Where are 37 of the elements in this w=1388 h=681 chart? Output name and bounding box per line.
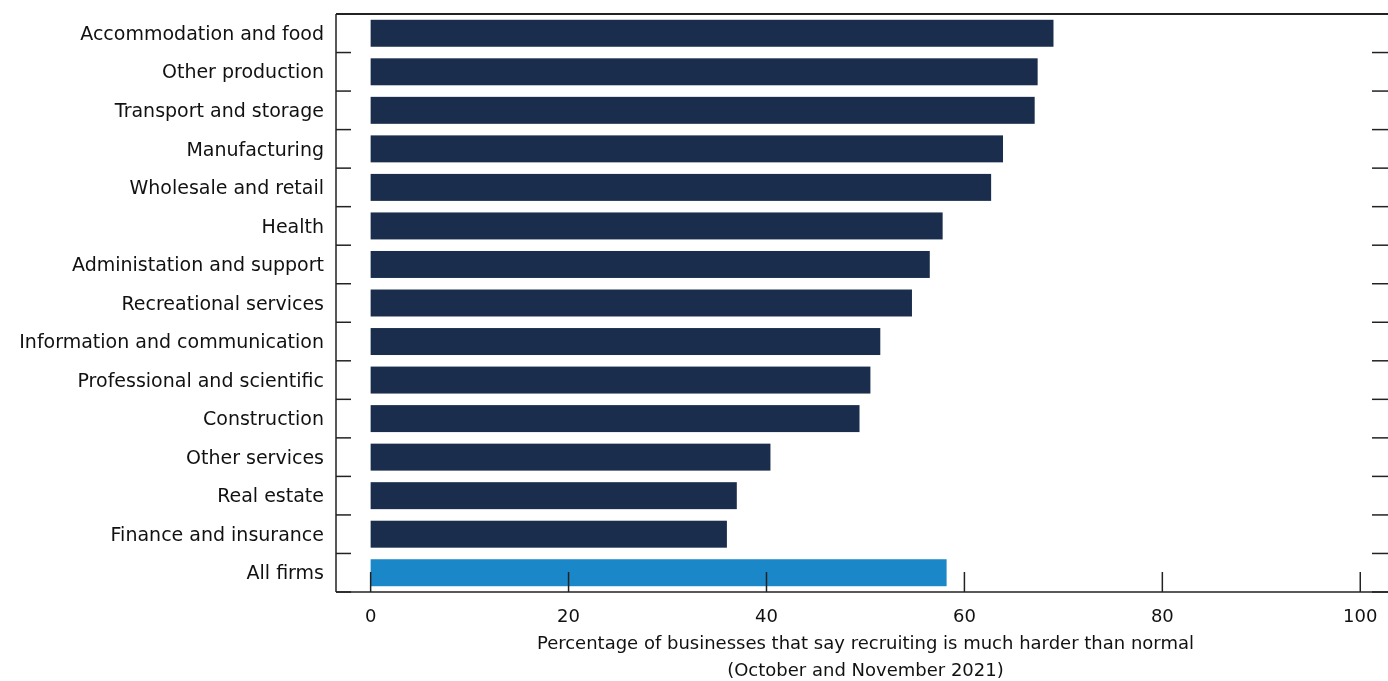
y-tick-label: Real estate (217, 484, 324, 507)
bar (370, 482, 737, 510)
y-tick-label: Construction (203, 407, 324, 430)
x-tick-label: 60 (952, 605, 976, 626)
x-axis-title: Percentage of businesses that say recruiting is much harder than normal (October and November 2021) (536, 632, 1194, 680)
bar (370, 328, 881, 356)
y-tick-label: Health (261, 214, 324, 237)
bar (370, 520, 727, 548)
y-tick-label: Information and communication (19, 330, 324, 353)
x-tick-label: 80 (1150, 605, 1174, 626)
bar (370, 289, 912, 317)
y-tick-label: Administation and support (72, 253, 324, 276)
bar (370, 250, 930, 278)
y-tick-label: Wholesale and retail (129, 176, 324, 199)
bar (370, 366, 871, 394)
x-tick-label: 0 (364, 605, 377, 626)
y-tick-label: Transport and storage (113, 98, 324, 121)
bar (370, 405, 860, 433)
bar (370, 559, 947, 587)
y-tick-label: Finance and insurance (110, 522, 324, 545)
bar (370, 443, 771, 471)
x-tick-label: 20 (557, 605, 581, 626)
y-tick-label: Professional and scientific (77, 368, 324, 391)
bar (370, 96, 1035, 124)
bar (370, 135, 1004, 163)
y-tick-label: Manufacturing (186, 137, 324, 160)
y-tick-label: Accommodation and food (80, 21, 324, 44)
bar (370, 173, 992, 201)
y-tick-label: Recreational services (121, 291, 324, 314)
bar (370, 212, 943, 240)
bar (370, 58, 1038, 86)
x-tick-label: 40 (755, 605, 778, 626)
x-tick-label: 100 (1343, 605, 1378, 626)
y-tick-label: Other services (186, 445, 324, 468)
bar (370, 19, 1054, 47)
y-tick-label: Other production (161, 60, 324, 83)
y-tick-label: All firms (246, 561, 324, 584)
